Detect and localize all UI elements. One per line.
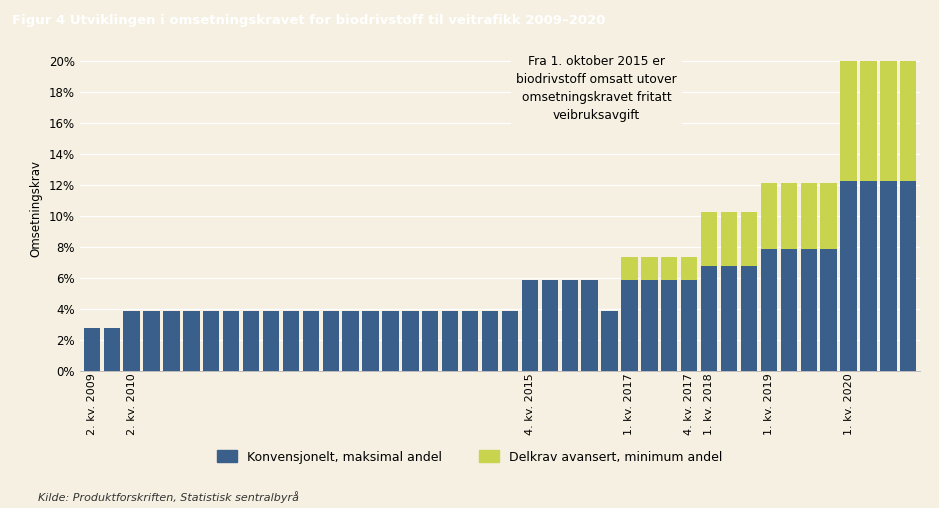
Bar (860, 181, 877, 371)
Bar (84, 328, 100, 371)
Bar (501, 311, 518, 371)
Bar (163, 311, 179, 371)
Text: Kilde: Produktforskriften, Statistisk sentralbyrå: Kilde: Produktforskriften, Statistisk se… (38, 491, 299, 503)
Bar (243, 311, 259, 371)
Bar (721, 212, 737, 266)
Bar (840, 181, 856, 371)
Bar (761, 183, 777, 249)
Bar (283, 311, 300, 371)
Bar (880, 181, 897, 371)
Bar (700, 212, 717, 266)
Bar (901, 181, 916, 371)
Bar (183, 311, 199, 371)
Bar (780, 183, 797, 249)
Bar (203, 311, 220, 371)
Bar (622, 280, 638, 371)
Bar (661, 280, 677, 371)
Bar (382, 311, 399, 371)
Bar (721, 266, 737, 371)
Bar (840, 61, 856, 181)
Bar (880, 61, 897, 181)
Bar (821, 249, 837, 371)
Bar (522, 280, 538, 371)
Bar (323, 311, 339, 371)
Bar (741, 266, 757, 371)
Text: Fra 1. oktober 2015 er
biodrivstoff omsatt utover
omsetningskravet fritatt
veibr: Fra 1. oktober 2015 er biodrivstoff omsa… (516, 55, 677, 122)
Bar (741, 212, 757, 266)
Bar (641, 257, 657, 280)
Text: Figur 4 Utviklingen i omsetningskravet for biodrivstoff til veitrafikk 2009–2020: Figur 4 Utviklingen i omsetningskravet f… (12, 14, 606, 27)
Bar (343, 311, 359, 371)
Bar (860, 61, 877, 181)
Bar (362, 311, 378, 371)
Bar (562, 280, 577, 371)
Bar (302, 311, 319, 371)
Legend: Konvensjonelt, maksimal andel, Delkrav avansert, minimum andel: Konvensjonelt, maksimal andel, Delkrav a… (211, 446, 728, 469)
Bar (144, 311, 160, 371)
Bar (601, 311, 618, 371)
Bar (641, 280, 657, 371)
Bar (821, 183, 837, 249)
Bar (661, 257, 677, 280)
Bar (780, 249, 797, 371)
Y-axis label: Omsetningskrav: Omsetningskrav (29, 160, 42, 257)
Bar (442, 311, 458, 371)
Bar (801, 183, 817, 249)
Bar (761, 249, 777, 371)
Bar (700, 266, 717, 371)
Bar (801, 249, 817, 371)
Bar (581, 280, 598, 371)
Bar (681, 257, 698, 280)
Bar (681, 280, 698, 371)
Bar (263, 311, 279, 371)
Bar (901, 61, 916, 181)
Bar (542, 280, 558, 371)
Bar (482, 311, 499, 371)
Bar (223, 311, 239, 371)
Bar (402, 311, 419, 371)
Bar (462, 311, 478, 371)
Bar (103, 328, 120, 371)
Bar (123, 311, 140, 371)
Bar (622, 257, 638, 280)
Bar (423, 311, 439, 371)
